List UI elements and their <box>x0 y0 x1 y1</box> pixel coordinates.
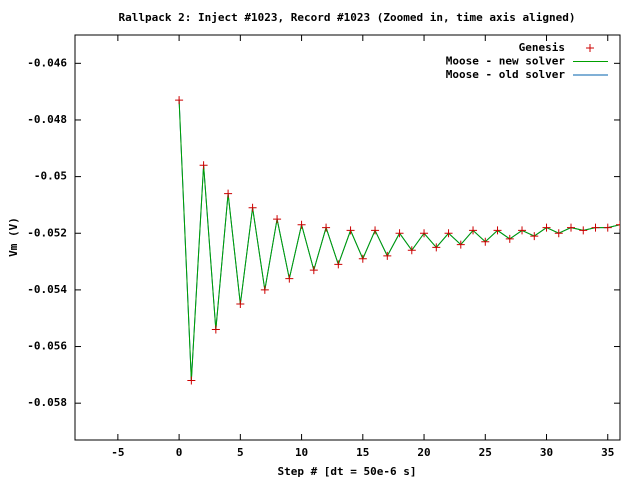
data-point <box>530 232 539 241</box>
x-tick-label: -5 <box>111 446 124 459</box>
data-point <box>322 223 331 232</box>
x-tick-label: 5 <box>237 446 244 459</box>
data-point <box>334 260 343 269</box>
data-point <box>456 240 465 249</box>
data-point <box>493 226 502 235</box>
data-point <box>260 285 269 294</box>
x-tick-label: 15 <box>356 446 369 459</box>
y-tick-label: -0.048 <box>27 113 67 126</box>
data-point <box>309 266 318 275</box>
plot-frame <box>74 34 621 441</box>
data-point <box>236 300 245 309</box>
data-point <box>285 274 294 283</box>
chart-title: Rallpack 2: Inject #1023, Record #1023 (… <box>119 11 576 24</box>
data-point <box>175 96 184 105</box>
y-tick-label: -0.054 <box>27 283 67 296</box>
plot-area <box>175 96 620 385</box>
data-point <box>346 226 355 235</box>
data-point <box>567 223 576 232</box>
data-point <box>383 251 392 260</box>
x-tick-label: 10 <box>295 446 308 459</box>
data-point <box>211 325 220 334</box>
y-tick-label: -0.046 <box>27 56 67 69</box>
data-point <box>481 237 490 246</box>
data-point <box>199 161 208 170</box>
data-point <box>505 234 514 243</box>
data-point <box>407 246 416 255</box>
data-point <box>273 215 282 224</box>
series-line <box>178 100 620 381</box>
y-tick-label: -0.052 <box>27 226 67 239</box>
y-tick-label: -0.05 <box>34 170 67 183</box>
data-point <box>579 226 588 235</box>
data-point <box>542 223 551 232</box>
data-point <box>224 189 233 198</box>
data-point <box>358 254 367 263</box>
data-point <box>469 226 478 235</box>
data-point <box>420 229 429 238</box>
x-tick-label: 30 <box>540 446 553 459</box>
y-tick-label: -0.056 <box>27 340 67 353</box>
x-tick-label: 20 <box>417 446 430 459</box>
series-line <box>178 100 620 381</box>
data-point <box>371 226 380 235</box>
legend-marker <box>586 44 594 52</box>
data-point <box>518 226 527 235</box>
data-point <box>248 203 257 212</box>
data-point <box>297 220 306 229</box>
x-tick-label: 25 <box>479 446 492 459</box>
x-tick-label: 0 <box>176 446 183 459</box>
data-point <box>444 229 453 238</box>
data-point <box>603 223 612 232</box>
x-axis-label: Step # [dt = 50e-6 s] <box>277 465 416 478</box>
data-point <box>616 220 620 229</box>
data-point <box>187 376 196 385</box>
data-point <box>432 243 441 252</box>
legend-label: Genesis <box>519 41 565 54</box>
x-tick-label: 35 <box>601 446 614 459</box>
data-point <box>591 223 600 232</box>
y-axis-label: Vm (V) <box>7 217 20 257</box>
legend-label: Moose - new solver <box>446 55 566 68</box>
data-point <box>554 229 563 238</box>
legend-label: Moose - old solver <box>446 68 566 81</box>
data-point <box>395 229 404 238</box>
y-tick-label: -0.058 <box>27 396 67 409</box>
